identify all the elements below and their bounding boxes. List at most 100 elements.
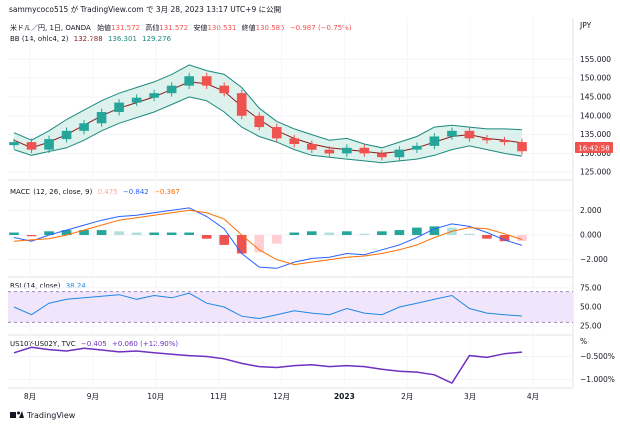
candle-down [482, 138, 492, 141]
candle-up [96, 112, 107, 124]
price-axis-tick-label: 155.000 [580, 55, 611, 64]
candle-down [289, 138, 300, 144]
change-value: −0.987 (−0.75%) [290, 24, 352, 32]
macd-histogram-bar [412, 227, 422, 235]
high-label: 高値 [145, 23, 159, 32]
rsi-line [13, 292, 523, 320]
macd-legend: MACD (12, 26, close, 9) 0.475 −0.842 −0.… [10, 188, 180, 196]
macd-histogram-bar [324, 232, 335, 235]
macd-histogram-bar [482, 235, 492, 239]
rsi-label: RSI (14, close) [10, 282, 61, 290]
bb-lower-value: 129.276 [142, 35, 171, 43]
macd-histogram-bar [131, 232, 142, 235]
publish-caption: sammycoco515 が TradingView.com で 3月 28, … [9, 4, 281, 14]
price-axis-tick-label: 135.000 [580, 130, 611, 139]
price-axis-tick-label: 125.000 [580, 168, 611, 177]
price-axis-tick-label: 150.000 [580, 74, 611, 83]
macd-histogram-bar [166, 232, 177, 235]
macd-histogram-bar [377, 231, 387, 235]
spread-label: US10Y-US02Y, TVC [10, 340, 76, 348]
time-axis-tick-label: 3月 [464, 392, 476, 401]
time-axis-tick-label: 2月 [401, 392, 413, 401]
time-axis-tick-label: 12月 [273, 392, 290, 401]
price-pane[interactable] [8, 18, 573, 178]
macd-histogram-bar [96, 230, 107, 235]
bb-basis-value: 132.788 [74, 35, 103, 43]
spread-legend: US10Y-US02Y, TVC −0.405 +0.060 (+12.90%) [10, 340, 178, 348]
macd-signal-line [13, 209, 523, 266]
bb-label: BB (14, ohlc4, 2) [10, 35, 69, 43]
last-price-tag-bg [575, 142, 613, 153]
macd-histogram-bar [464, 233, 475, 235]
macd-histogram-bar [184, 232, 194, 235]
bb-upper-value: 136.301 [108, 35, 137, 43]
rsi-axis-tick-label: 75.00 [580, 283, 602, 292]
macd-axis-tick-label: −2.000 [580, 255, 608, 264]
macd-histogram-bar [201, 235, 212, 239]
bb-fill [14, 64, 522, 163]
rsi-legend: RSI (14, close) 38.24 [10, 282, 86, 290]
candle-down [517, 142, 527, 152]
time-axis-tick-label: 11月 [210, 392, 227, 401]
rsi-band [8, 291, 573, 323]
candle-down [499, 140, 510, 143]
high-value: 131.572 [159, 24, 188, 32]
bb-upper-line [13, 64, 523, 149]
price-axis-tick-label: 140.000 [580, 111, 611, 120]
candle-down [306, 144, 317, 150]
macd-axis-tick-label: 0.000 [580, 231, 602, 240]
tradingview-logo [10, 411, 24, 418]
bb-legend: BB (14, ohlc4, 2) 132.788 136.301 129.27… [10, 35, 172, 43]
bb-lower-line [13, 96, 523, 164]
time-axis-tick-label: 8月 [24, 392, 36, 401]
time-axis-tick-label: 10月 [147, 392, 164, 401]
rsi-value: 38.24 [66, 282, 87, 290]
macd-histogram-bar [9, 232, 19, 235]
spread-line [13, 346, 523, 385]
low-label: 安値 [193, 23, 207, 32]
candle-up [44, 139, 54, 150]
spread-change: +0.060 (+12.90%) [112, 340, 178, 348]
price-axis-tick-label: 145.000 [580, 92, 611, 101]
macd-histogram-bar [289, 232, 300, 235]
macd-histogram-bar [517, 235, 527, 241]
macd-histogram-bar [236, 235, 247, 254]
last-price-tag: 16:42:58 [578, 145, 609, 153]
price-legend: 米ドル／円, 1日, OANDA 始値131.572 高値131.572 安値1… [10, 23, 352, 32]
spread-axis-tick-label: −0.500% [580, 352, 615, 361]
macd-histogram-bar [26, 235, 37, 237]
candle-down [219, 85, 230, 94]
spread-axis-tick-label: −1.000% [580, 375, 615, 384]
currency-label: JPY [579, 21, 592, 30]
spread-unit-label: % [580, 337, 587, 346]
macd-histogram-bar [219, 235, 230, 245]
candle-down [377, 153, 387, 158]
macd-signal-value: −0.367 [154, 188, 180, 196]
symbol-label: 米ドル／円, 1日, OANDA [10, 23, 91, 32]
macd-histogram-bar [306, 231, 317, 235]
macd-histogram-bar [79, 230, 89, 235]
spread-value: −0.405 [81, 340, 107, 348]
candle-up [429, 136, 440, 146]
macd-line-value: −0.842 [123, 188, 149, 196]
low-value: 130.531 [207, 24, 236, 32]
candle-down [324, 149, 335, 154]
candle-up [184, 76, 194, 86]
candle-up [342, 147, 352, 154]
macd-histogram-bar [499, 235, 510, 242]
candle-up [9, 142, 19, 146]
macd-line [13, 207, 523, 269]
price-axis-tick-label: 130.000 [580, 149, 611, 158]
candle-up [166, 85, 177, 94]
candle-down [236, 93, 247, 116]
candle-up [394, 149, 405, 158]
macd-histogram-bar [342, 231, 352, 235]
time-axis-tick-label: 9月 [87, 392, 99, 401]
macd-label: MACD (12, 26, close, 9) [10, 188, 93, 196]
macd-axis-tick-label: 2.000 [580, 206, 602, 215]
macd-histogram-bar [271, 235, 282, 244]
macd-histogram-bar [44, 231, 54, 235]
macd-histogram-bar [61, 230, 72, 235]
macd-histogram-bar [429, 226, 440, 235]
candle-down [271, 127, 282, 139]
